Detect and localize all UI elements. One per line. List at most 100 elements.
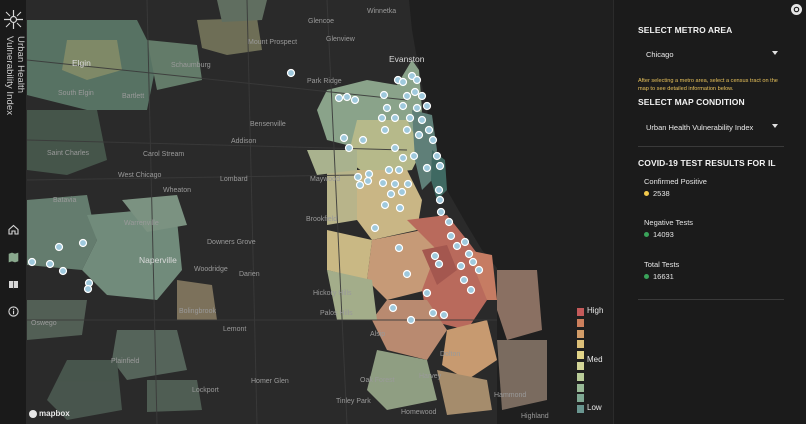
book-icon: [9, 281, 18, 289]
mapbox-attribution[interactable]: mapbox: [29, 409, 70, 418]
confirmed-value: 2538: [653, 189, 670, 198]
nav-map[interactable]: [6, 250, 21, 265]
results-heading: COVID-19 TEST RESULTS FOR IL: [638, 158, 776, 168]
place-label: Dolton: [440, 351, 461, 358]
place-label: Glencoe: [308, 18, 335, 25]
condition-select-value: Urban Health Vulnerability Index: [646, 122, 754, 132]
condition-heading: SELECT MAP CONDITION: [638, 97, 745, 107]
place-label: Plainfield: [111, 358, 140, 365]
legend-swatch: [577, 318, 584, 327]
logo-icon: [4, 10, 23, 29]
total-label: Total Tests: [644, 260, 680, 269]
legend-swatch: [577, 383, 584, 392]
left-rail: Urban Health Vulnerability Index: [0, 0, 27, 424]
legend-swatch: [577, 340, 584, 349]
place-label: Hammond: [494, 392, 527, 399]
negative-label: Negative Tests: [644, 218, 694, 227]
place-label: Hickory Hills: [313, 290, 352, 297]
app-title-line2: Vulnerability Index: [4, 36, 15, 116]
legend-swatch: [577, 362, 584, 370]
place-label: Saint Charles: [47, 150, 90, 157]
place-label: Downers Grove: [207, 239, 256, 246]
nav-home[interactable]: [6, 222, 21, 237]
place-label: South Elgin: [58, 90, 94, 97]
place-label: Bartlett: [122, 93, 145, 100]
place-label: Lemont: [223, 326, 247, 333]
negative-value: 14093: [653, 230, 674, 239]
total-stat: 16631: [644, 272, 674, 281]
place-label: Oswego: [31, 320, 57, 327]
metro-heading: SELECT METRO AREA: [638, 25, 733, 35]
place-label: Tinley Park: [336, 398, 371, 405]
metro-note: After selecting a metro area, select a c…: [638, 78, 778, 92]
place-label: Elgin: [72, 58, 91, 68]
total-dot-icon: [644, 274, 649, 279]
gear-icon: [793, 6, 800, 13]
place-label: Alsip: [370, 331, 386, 338]
place-label: Wheaton: [163, 187, 192, 194]
metro-select-value: Chicago: [646, 49, 674, 59]
place-label: Glenview: [326, 36, 355, 43]
legend-swatch: [577, 394, 584, 403]
place-label: Homer Glen: [251, 378, 289, 385]
legend-low-label: Low: [587, 403, 602, 412]
home-icon: [8, 224, 19, 235]
legend-high-label: High: [587, 306, 604, 315]
place-label: Addison: [231, 138, 257, 145]
map-legend: High Med Low: [574, 306, 608, 416]
place-label: Bensenville: [250, 121, 286, 128]
app-title-line1: Urban Health: [15, 36, 26, 94]
place-label: Carol Stream: [143, 151, 185, 158]
nav-book[interactable]: [6, 277, 21, 292]
place-label: Highland: [521, 413, 549, 420]
place-label: Palos Hills: [320, 310, 353, 317]
info-icon: [8, 306, 19, 317]
divider: [638, 299, 784, 300]
confirmed-dot-icon: [644, 191, 649, 196]
divider: [638, 146, 784, 147]
place-label: Maywood: [310, 176, 340, 183]
legend-med-label: Med: [587, 355, 603, 364]
side-panel: SELECT METRO AREA Chicago After selectin…: [613, 0, 806, 424]
place-label: Lockport: [192, 387, 219, 394]
place-label: Darien: [239, 271, 260, 278]
place-label: Homewood: [401, 409, 437, 416]
choropleth-map[interactable]: Winnetka Glencoe Mount Prospect Glenview Elg…: [27, 0, 613, 424]
place-label: Brookfield: [306, 216, 338, 223]
place-label: Woodridge: [194, 266, 228, 273]
total-value: 16631: [653, 272, 674, 281]
settings-button[interactable]: [791, 4, 802, 15]
legend-swatch: [577, 329, 584, 338]
legend-swatch: [577, 308, 584, 316]
place-label: Schaumburg: [171, 62, 211, 69]
condition-select[interactable]: Urban Health Vulnerability Index: [638, 115, 788, 139]
place-label: West Chicago: [118, 172, 162, 179]
chevron-down-icon: [772, 51, 778, 55]
mapbox-text: mapbox: [39, 409, 70, 418]
place-label: Harvey: [419, 373, 442, 380]
place-label: Bolingbrook: [179, 308, 216, 315]
test-site-markers[interactable]: [27, 68, 484, 325]
negative-dot-icon: [644, 232, 649, 237]
mapbox-logo-icon: [29, 409, 37, 418]
nav-info[interactable]: [6, 304, 21, 319]
negative-stat: 14093: [644, 230, 674, 239]
legend-swatch: [577, 351, 584, 360]
app-title: Urban Health Vulnerability Index: [2, 36, 26, 136]
place-label: Batavia: [53, 197, 77, 204]
confirmed-label: Confirmed Positive: [644, 177, 707, 186]
place-label: Evanston: [389, 54, 425, 64]
map-icon: [8, 252, 19, 263]
map-canvas[interactable]: [27, 0, 613, 424]
metro-select[interactable]: Chicago: [638, 42, 788, 66]
chevron-down-icon: [772, 124, 778, 128]
place-label: Lombard: [220, 176, 248, 183]
place-label: Winnetka: [367, 8, 397, 15]
legend-swatch: [577, 405, 584, 414]
place-label: Oak Forest: [360, 377, 395, 384]
place-label: Mount Prospect: [248, 39, 298, 46]
place-label: Naperville: [139, 255, 177, 265]
place-label: Warrenville: [124, 220, 159, 227]
legend-swatch: [577, 372, 584, 381]
